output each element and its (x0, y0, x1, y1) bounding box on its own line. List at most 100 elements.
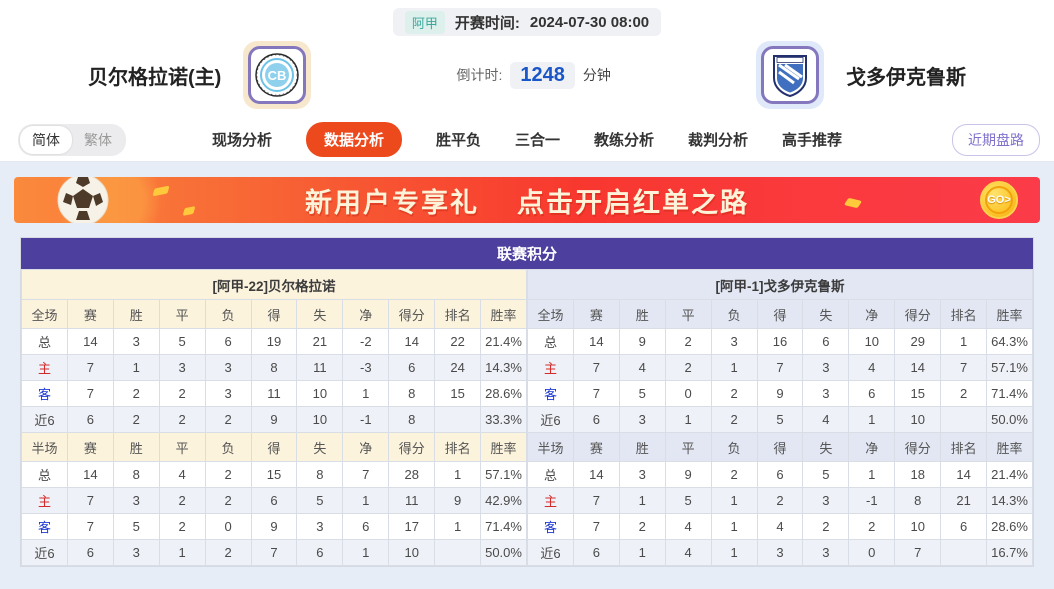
svg-text:CB: CB (268, 68, 287, 83)
home-crest-icon: CB (255, 53, 300, 97)
table-row: 主 7 1 5 1 2 3 -1 8 21 14.3% (527, 487, 1033, 514)
recent-odds-button[interactable]: 近期盘路 (952, 123, 1040, 156)
stat-cell: 7 (940, 354, 988, 381)
column-header: 全场 (21, 299, 68, 329)
lang-traditional[interactable]: 繁体 (84, 131, 112, 148)
row-label: 客 (527, 380, 574, 407)
row-label: 总 (527, 461, 574, 488)
stat-cell: 8 (894, 487, 942, 514)
column-header: 全场 (527, 299, 574, 329)
league-badge: 阿甲 (404, 10, 445, 34)
league-standings-card: 联赛积分 [阿甲-22]贝尔格拉诺 全场赛胜平负得失净得分 排名 胜率总 14 3 5 6 19… (20, 237, 1034, 567)
column-header: 平 (158, 299, 206, 329)
stat-cell: 1 (112, 354, 160, 381)
stat-cell: 8 (250, 354, 298, 381)
stat-cell: 14 (66, 328, 114, 355)
stat-cell: 2 (664, 354, 712, 381)
stat-cell: 14 (572, 461, 620, 488)
tab-live-analysis[interactable]: 现场分析 (211, 132, 272, 149)
stat-cell: 14 (894, 354, 942, 381)
go-coin-button[interactable]: GO> (980, 181, 1018, 219)
stat-cell: 1 (434, 461, 482, 488)
stat-cell: 6 (342, 513, 390, 540)
table-row: 客 7 5 2 0 9 3 6 17 1 71.4% (21, 513, 527, 540)
stat-cell: 8 (388, 380, 436, 407)
column-header: 负 (710, 299, 758, 329)
stat-cell: 5 (664, 487, 712, 514)
stat-cell: 6 (296, 539, 344, 566)
stat-cell: 64.3% (986, 328, 1033, 355)
language-toggle: 简体 繁体 (18, 123, 126, 156)
row-label: 客 (21, 380, 68, 407)
stat-cell: 6 (848, 380, 896, 407)
stat-cell: 3 (802, 354, 850, 381)
stat-cell: 1 (342, 380, 390, 407)
stat-cell: 6 (572, 539, 620, 566)
team-section-header: [阿甲-1]戈多伊克鲁斯 (527, 269, 1033, 300)
stat-cell: 11 (296, 354, 344, 381)
column-header: 负 (710, 432, 758, 462)
stat-cell: -1 (848, 487, 896, 514)
stat-cell: 2 (618, 513, 666, 540)
stat-cell: 18 (894, 461, 942, 488)
table-row: 主 7 3 2 2 6 5 1 11 9 42.9% (21, 487, 527, 514)
stat-cell: 21.4% (986, 461, 1033, 488)
stat-cell: 7 (342, 461, 390, 488)
stat-cell: 42.9% (480, 487, 527, 514)
stat-cell: 1 (342, 539, 390, 566)
column-header: 胜 (618, 299, 666, 329)
header-zone: 阿甲 开赛时间: 2024-07-30 08:00 贝尔格拉诺(主) CB (0, 0, 1054, 162)
tab-coach-analysis[interactable]: 教练分析 (594, 132, 655, 149)
row-label: 主 (527, 354, 574, 381)
stat-cell: 2 (756, 487, 804, 514)
stat-cell: 10 (894, 513, 942, 540)
tab-data-analysis[interactable]: 数据分析 (305, 122, 402, 157)
row-label: 主 (21, 487, 68, 514)
stat-cell: 14.3% (986, 487, 1033, 514)
stat-cell: 3 (112, 328, 160, 355)
stat-cell: 9 (250, 513, 298, 540)
column-header: 得 (250, 432, 298, 462)
stat-cell: 14 (66, 461, 114, 488)
stat-cell: 3 (112, 487, 160, 514)
column-header-row: 全场赛胜平负得失净得分 排名 胜率 (21, 299, 527, 329)
stat-cell: 7 (572, 513, 620, 540)
column-header: 净 (848, 299, 896, 329)
stat-cell: 2 (710, 406, 758, 433)
stat-cell: 29 (894, 328, 942, 355)
row-label: 近6 (527, 539, 574, 566)
promo-banner[interactable]: 新用户专享礼 点击开启红单之路 GO> (14, 177, 1040, 223)
table-row: 主 7 1 3 3 8 11 -3 6 24 14.3% (21, 354, 527, 381)
stat-cell: 5 (756, 406, 804, 433)
column-header: 平 (664, 432, 712, 462)
row-label: 近6 (21, 406, 68, 433)
standings-table-away: [阿甲-1]戈多伊克鲁斯 全场赛胜平负得失净得分 排名 胜率总 14 9 2 3 16 6 10 29… (527, 269, 1033, 566)
stat-cell: 6 (250, 487, 298, 514)
stat-cell: 1 (710, 354, 758, 381)
stat-cell: 7 (66, 380, 114, 407)
stat-cell: 1 (618, 487, 666, 514)
tab-expert-picks[interactable]: 高手推荐 (782, 132, 843, 149)
lang-simplified[interactable]: 简体 (20, 125, 72, 154)
kickoff-bar: 阿甲 开赛时间: 2024-07-30 08:00 (0, 0, 1054, 36)
stat-cell: 10 (894, 406, 942, 433)
column-header-row: 半场赛胜平负得失净得分 排名 胜率 (527, 432, 1033, 462)
column-header: 半场 (21, 432, 68, 462)
column-header: 排名 (434, 432, 482, 462)
stat-cell: 16.7% (986, 539, 1033, 566)
tab-win-draw-loss[interactable]: 胜平负 (435, 132, 481, 149)
tab-three-in-one[interactable]: 三合一 (514, 132, 560, 149)
stat-cell (434, 406, 482, 433)
column-header: 负 (204, 432, 252, 462)
tab-referee-analysis[interactable]: 裁判分析 (688, 132, 749, 149)
stat-cell: 5 (802, 461, 850, 488)
column-header-row: 半场赛胜平负得失净得分 排名 胜率 (21, 432, 527, 462)
stat-cell: 21 (940, 487, 988, 514)
stat-cell: 3 (710, 328, 758, 355)
stat-cell: 7 (756, 354, 804, 381)
standings-table-home: [阿甲-22]贝尔格拉诺 全场赛胜平负得失净得分 排名 胜率总 14 3 5 6 19 21 -2 1… (21, 269, 527, 566)
stat-cell: 1 (848, 461, 896, 488)
stat-cell: 11 (250, 380, 298, 407)
countdown-label: 倒计时: (456, 67, 503, 83)
